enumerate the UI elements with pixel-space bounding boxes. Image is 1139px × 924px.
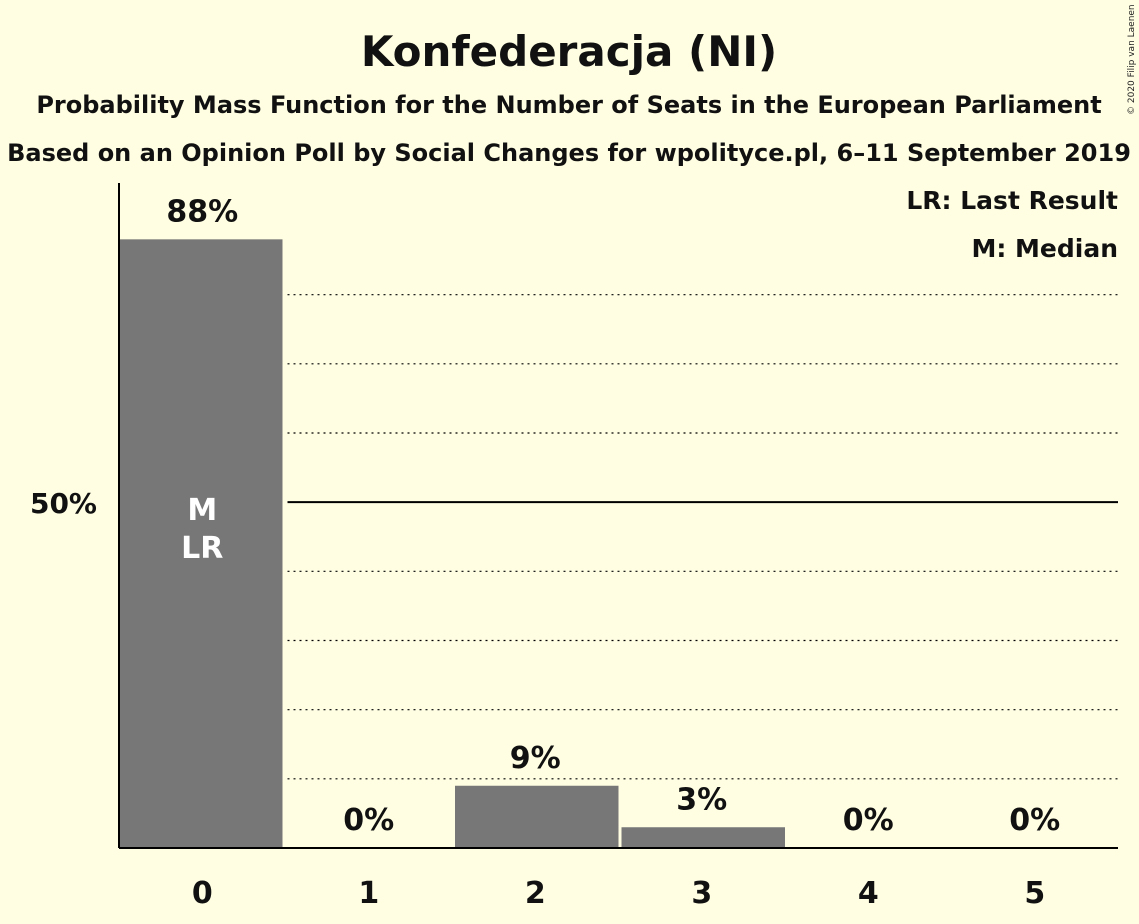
bar-annotation: LR — [181, 531, 223, 566]
bar — [621, 827, 785, 848]
chart-subtitle-2: Based on an Opinion Poll by Social Chang… — [7, 139, 1131, 167]
x-tick-label: 5 — [1024, 876, 1045, 911]
gridlines — [287, 294, 1118, 780]
legend-last-result: LR: Last Result — [906, 186, 1118, 215]
bar-annotation: M — [187, 493, 217, 528]
value-label: 0% — [843, 803, 894, 838]
x-tick-label: 4 — [858, 876, 879, 911]
value-labels: 88% MLR 0% 9% 3% 0% 0% — [166, 194, 1060, 838]
legend-median: M: Median — [971, 234, 1118, 263]
y-tick-label: 50% — [30, 487, 97, 520]
copyright-text: © 2020 Filip van Laenen — [1127, 4, 1137, 115]
chart-subtitle: Probability Mass Function for the Number… — [36, 91, 1101, 119]
x-tick-label: 3 — [691, 876, 712, 911]
value-label: 3% — [676, 782, 727, 817]
x-tick-label: 1 — [358, 876, 379, 911]
value-label: 9% — [510, 741, 561, 776]
x-tick-labels: 0 1 2 3 4 5 — [192, 876, 1045, 911]
x-tick-label: 2 — [525, 876, 546, 911]
bars — [119, 239, 785, 849]
bar — [455, 785, 619, 848]
value-label: 0% — [1009, 803, 1060, 838]
bar — [119, 239, 283, 849]
chart-title: Konfederacja (NI) — [361, 27, 777, 76]
value-label: 0% — [343, 803, 394, 838]
x-tick-label: 0 — [192, 876, 213, 911]
value-label: 88% — [166, 194, 238, 229]
y-tick-labels: 50% — [30, 487, 97, 520]
